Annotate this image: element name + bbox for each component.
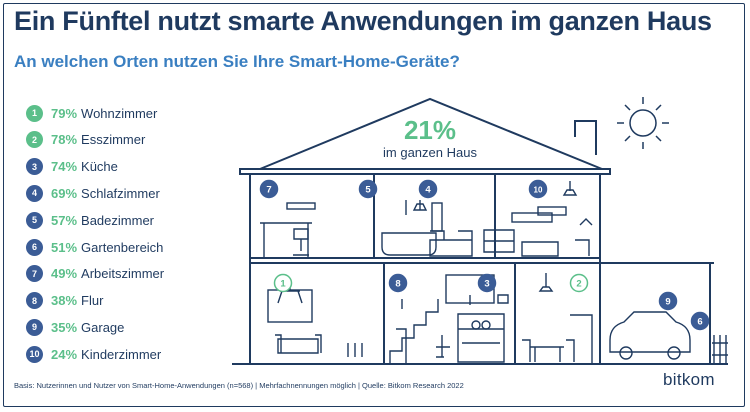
garage [596, 262, 714, 364]
bitkom-logo: bitkom [663, 370, 715, 389]
value-label: 51% [51, 239, 78, 255]
value-label: 24% [51, 346, 78, 362]
value-label: 49% [51, 266, 78, 282]
value-label: 38% [51, 293, 78, 309]
list-item: 2 78% Esszimmer [26, 130, 145, 150]
room-badge-number: 2 [576, 278, 581, 289]
room-badge-8: 8 [388, 273, 408, 293]
category-label: Arbeitszimmer [81, 266, 165, 282]
room-badge-number: 6 [697, 316, 702, 327]
room-badge-2: 2 [569, 273, 589, 293]
list-item: 8 38% Flur [26, 291, 103, 311]
list-item: 9 35% Garage [26, 317, 124, 337]
room-badge-number: 9 [665, 296, 670, 307]
list-item: 3 74% Küche [26, 157, 118, 177]
category-label: Küche [81, 159, 118, 175]
list-item: 6 51% Gartenbereich [26, 237, 163, 257]
category-label: Flur [81, 293, 104, 309]
room-badge-6: 6 [690, 311, 710, 331]
value-label: 79% [51, 105, 78, 121]
list-item: 10 24% Kinderzimmer [26, 344, 161, 364]
value-label: 69% [51, 185, 78, 201]
category-label: Esszimmer [81, 132, 146, 148]
value-label: 35% [51, 319, 78, 335]
source-footnote: Basis: Nutzerinnen und Nutzer von Smart-… [14, 381, 464, 390]
room-badge-9: 9 [658, 291, 678, 311]
house-body [239, 168, 611, 365]
room-badge-7: 7 [259, 179, 279, 199]
highlight-label: im ganzen Haus [383, 145, 477, 160]
category-label: Schlafzimmer [81, 185, 160, 201]
furniture [260, 181, 728, 364]
rank-badge: 9 [26, 318, 43, 336]
rank-badge: 4 [26, 184, 43, 202]
rank-badge: 8 [26, 292, 43, 310]
category-label: Gartenbereich [81, 239, 164, 255]
list-item: 1 79% Wohnzimmer [26, 103, 157, 123]
category-label: Garage [81, 319, 125, 335]
category-label: Kinderzimmer [81, 346, 162, 362]
rank-badge: 5 [26, 211, 43, 229]
room-badge-number: 4 [425, 184, 431, 195]
room-badge-number: 3 [484, 278, 489, 289]
rank-badge: 10 [26, 345, 43, 363]
list-item: 7 49% Arbeitszimmer [26, 264, 164, 284]
room-badges: 1 2 3 4 5 6 7 8 9 10 [259, 179, 710, 331]
value-label: 78% [51, 132, 78, 148]
house-illustration: 21% im ganzen Haus 1 2 3 4 5 6 7 8 9 10 [232, 97, 728, 365]
room-badge-10: 10 [528, 179, 548, 199]
chart-frame [3, 3, 745, 407]
category-label: Badezimmer [81, 212, 154, 228]
rank-badge: 6 [26, 238, 43, 256]
room-badge-number: 10 [534, 185, 543, 194]
room-badge-number: 5 [365, 184, 371, 195]
room-badge-number: 7 [266, 184, 271, 195]
room-badge-number: 8 [395, 278, 400, 289]
value-label: 74% [51, 159, 78, 175]
chart-title: Ein Fünftel nutzt smarte Anwendungen im … [14, 6, 712, 36]
chart-subtitle: An welchen Orten nutzen Sie Ihre Smart-H… [14, 52, 460, 71]
room-badge-number: 1 [280, 278, 286, 289]
rank-badge: 2 [26, 131, 43, 149]
list-item: 4 69% Schlafzimmer [26, 183, 160, 203]
rank-badge: 3 [26, 158, 43, 176]
room-badge-3: 3 [477, 273, 497, 293]
category-label: Wohnzimmer [81, 105, 158, 121]
highlight-value: 21% [404, 115, 456, 145]
room-badge-1: 1 [273, 273, 293, 293]
room-badge-4: 4 [418, 179, 438, 199]
room-badge-5: 5 [358, 179, 378, 199]
rank-badge: 7 [26, 265, 43, 283]
rank-badge: 1 [26, 104, 43, 122]
sun-icon [617, 97, 669, 149]
value-label: 57% [51, 212, 78, 228]
list-item: 5 57% Badezimmer [26, 210, 154, 230]
